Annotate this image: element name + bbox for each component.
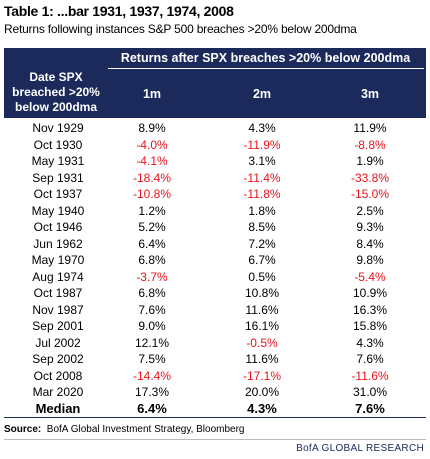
cell: -8.8%	[354, 137, 386, 152]
cell: 6.8%	[138, 253, 166, 267]
cell: -4.0%	[136, 137, 168, 152]
cell: 11.6%	[245, 302, 279, 317]
row-label: Oct 2008	[33, 368, 83, 383]
cell: 7.6%	[356, 352, 384, 366]
cell: 7.6%	[138, 302, 166, 317]
cell: 8.9%	[138, 121, 166, 135]
table-header	[4, 48, 426, 118]
cell: 7.2%	[248, 236, 276, 251]
row-label: Oct 1946	[33, 220, 83, 234]
cell: 6.7%	[248, 253, 276, 267]
cell: 8.4%	[356, 236, 384, 251]
cell: 4.3%	[356, 335, 384, 350]
row-label: May 1940	[31, 203, 85, 218]
column-header: 2m	[252, 87, 272, 101]
table-rule	[4, 417, 426, 418]
cell: -0.5%	[246, 335, 278, 350]
median-cell: 4.3%	[247, 400, 277, 416]
row-label: Aug 1974	[32, 269, 84, 284]
row-label: May 1970	[31, 253, 85, 267]
cell: -15.0%	[350, 187, 390, 201]
median-cell: 7.6%	[355, 400, 385, 416]
header-rule	[108, 68, 424, 69]
cell: 1.8%	[248, 203, 276, 218]
cell: 31.0%	[352, 385, 388, 399]
cell: -18.4%	[132, 170, 172, 185]
row-label: Jun 1962	[33, 236, 83, 251]
cell: -4.1%	[136, 154, 168, 168]
cell: 4.3%	[248, 121, 276, 135]
median-cell: 6.4%	[137, 400, 167, 416]
source: Source: BofA Global Investment Strategy,…	[4, 424, 245, 435]
row-label: Nov 1987	[32, 302, 84, 317]
cell: 0.5%	[248, 269, 276, 284]
row-label: Oct 1937	[33, 187, 83, 201]
cell: 15.8%	[352, 319, 388, 333]
cell: -5.4%	[354, 269, 386, 284]
cell: 9.3%	[356, 220, 384, 234]
cell: -11.8%	[243, 187, 281, 201]
cell: -11.6%	[351, 368, 389, 383]
cell: 8.5%	[248, 220, 276, 234]
cell: 16.1%	[244, 319, 280, 333]
title: Table 1: ...bar 1931, 1937, 1974, 2008	[4, 3, 234, 19]
column-header: 3m	[360, 87, 380, 101]
cell: 7.5%	[138, 352, 166, 366]
cell: 9.0%	[138, 319, 166, 333]
row-label: Sep 2002	[32, 352, 84, 366]
column-header: Date SPX breached >20% below 200dma	[12, 70, 100, 114]
row-label: May 1931	[31, 154, 85, 168]
group-header: Returns after SPX breaches >20% below 20…	[120, 51, 411, 65]
footer: BofA GLOBAL RESEARCH	[296, 443, 424, 454]
cell: 5.2%	[138, 220, 166, 234]
cell: 6.4%	[138, 236, 166, 251]
cell: 9.8%	[356, 253, 384, 267]
cell: 11.6%	[245, 352, 279, 366]
cell: 16.3%	[352, 302, 388, 317]
row-label: Sep 1931	[32, 170, 84, 185]
source-text: BofA Global Investment Strategy, Bloombe…	[46, 424, 245, 435]
cell: -33.8%	[350, 170, 390, 185]
row-label: Mar 2020	[32, 385, 84, 399]
cell: -14.4%	[132, 368, 172, 383]
cell: 6.8%	[138, 286, 166, 300]
row-label: Nov 1929	[32, 121, 84, 135]
cell: 2.5%	[356, 203, 384, 218]
median-label: Median	[35, 400, 81, 416]
cell: -11.4%	[243, 170, 281, 185]
cell: -10.8%	[132, 187, 172, 201]
column-header: 1m	[142, 87, 162, 101]
row-label: Oct 1930	[33, 137, 83, 152]
row-label: Oct 1987	[33, 286, 83, 300]
footer-rule	[4, 439, 426, 440]
cell: 11.9%	[353, 121, 387, 135]
cell: 1.9%	[356, 154, 384, 168]
row-label: Sep 2001	[32, 319, 84, 333]
cell: 10.9%	[352, 286, 388, 300]
cell: 12.1%	[134, 335, 170, 350]
cell: 17.3%	[134, 385, 170, 399]
cell: -3.7%	[136, 269, 168, 284]
cell: 1.2%	[138, 203, 166, 218]
cell: 20.0%	[244, 385, 280, 399]
cell: 10.8%	[244, 286, 280, 300]
row-label: Jul 2002	[35, 335, 81, 350]
source-label: Source:	[4, 424, 42, 435]
subtitle: Returns following instances S&P 500 brea…	[4, 22, 357, 36]
cell: 3.1%	[248, 154, 276, 168]
cell: -11.9%	[243, 137, 281, 152]
cell: -17.1%	[242, 368, 282, 383]
